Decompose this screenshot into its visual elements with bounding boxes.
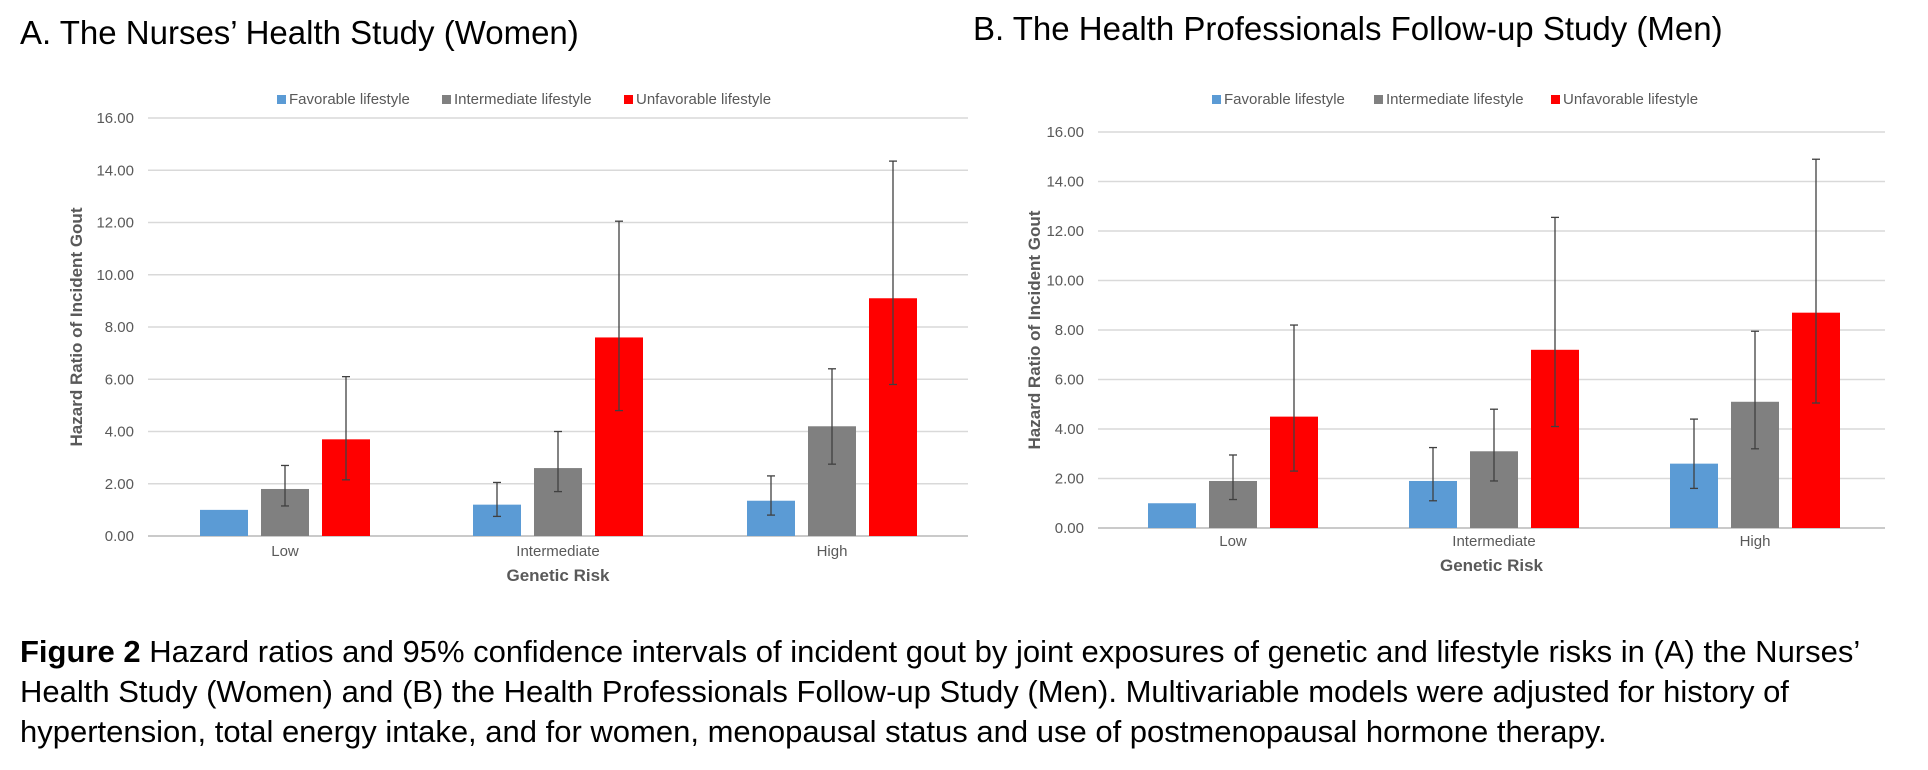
chart-b-ytick-label: 0.00 bbox=[1055, 520, 1084, 537]
figure-caption-text: Hazard ratios and 95% confidence interva… bbox=[20, 634, 1860, 749]
chart-b-ytick-label: 12.00 bbox=[1046, 223, 1084, 240]
chart-b-title: B. The Health Professionals Follow-up St… bbox=[973, 10, 1723, 47]
chart-b-legend-swatch bbox=[1374, 95, 1383, 104]
chart-a-y-axis-title: Hazard Ratio of Incident Gout bbox=[67, 207, 86, 446]
chart-b-category-label: Intermediate bbox=[1452, 533, 1535, 550]
chart-b-legend-swatch bbox=[1551, 95, 1560, 104]
chart-a-ytick-label: 14.00 bbox=[96, 162, 134, 179]
chart-a-legend-label: Favorable lifestyle bbox=[289, 91, 410, 108]
chart-b: 0.00 2.00 4.00 6.00 8.00 10.00 12.00 14.00 16.00… bbox=[1025, 91, 1885, 575]
chart-b-ytick-label: 4.00 bbox=[1055, 421, 1084, 438]
chart-b-ytick-label: 16.00 bbox=[1046, 124, 1084, 141]
chart-b-ytick-label: 10.00 bbox=[1046, 273, 1084, 290]
chart-a-ytick-label: 12.00 bbox=[96, 215, 134, 232]
chart-a-ytick-label: 4.00 bbox=[105, 424, 134, 441]
chart-a-ytick-label: 16.00 bbox=[96, 110, 134, 127]
chart-a-category-label: Low bbox=[271, 543, 299, 560]
chart-b-legend-label: Favorable lifestyle bbox=[1224, 91, 1345, 108]
chart-b-legend-label: Unfavorable lifestyle bbox=[1563, 91, 1698, 108]
chart-a-bar-favorable-low bbox=[200, 509, 248, 536]
chart-a-legend-label: Intermediate lifestyle bbox=[454, 91, 592, 108]
chart-a-ytick-label: 0.00 bbox=[105, 528, 134, 545]
chart-a-legend-label: Unfavorable lifestyle bbox=[636, 91, 771, 108]
chart-b-ytick-label: 14.00 bbox=[1046, 174, 1084, 191]
chart-b-x-axis-title: Genetic Risk bbox=[1440, 556, 1544, 575]
chart-a-legend-swatch bbox=[624, 95, 633, 104]
chart-a-legend-swatch bbox=[277, 95, 286, 104]
chart-b-legend-label: Intermediate lifestyle bbox=[1386, 91, 1524, 108]
chart-a-ytick-label: 2.00 bbox=[105, 476, 134, 493]
chart-b-y-axis-title: Hazard Ratio of Incident Gout bbox=[1025, 210, 1044, 449]
chart-b-ytick-label: 2.00 bbox=[1055, 471, 1084, 488]
chart-a: 0.00 2.00 4.00 6.00 8.00 10.00 12.00 14.00 16.00… bbox=[67, 91, 968, 585]
chart-a-ytick-label: 8.00 bbox=[105, 319, 134, 336]
chart-a-legend-swatch bbox=[442, 95, 451, 104]
chart-b-bar-favorable-low bbox=[1148, 503, 1196, 528]
chart-b-ytick-label: 8.00 bbox=[1055, 322, 1084, 339]
chart-a-ytick-label: 10.00 bbox=[96, 267, 134, 284]
chart-b-category-label: High bbox=[1740, 533, 1771, 550]
chart-b-category-label: Low bbox=[1219, 533, 1247, 550]
chart-a-x-axis-title: Genetic Risk bbox=[507, 566, 611, 585]
chart-a-ytick-label: 6.00 bbox=[105, 371, 134, 388]
chart-a-category-label: Intermediate bbox=[516, 543, 599, 560]
chart-a-title: A. The Nurses’ Health Study (Women) bbox=[20, 14, 579, 51]
figure-caption: Figure 2 Hazard ratios and 95% confidenc… bbox=[20, 632, 1920, 752]
figure-label: Figure 2 bbox=[20, 634, 141, 669]
chart-b-legend-swatch bbox=[1212, 95, 1221, 104]
chart-a-category-label: High bbox=[817, 543, 848, 560]
chart-b-ytick-label: 6.00 bbox=[1055, 372, 1084, 389]
